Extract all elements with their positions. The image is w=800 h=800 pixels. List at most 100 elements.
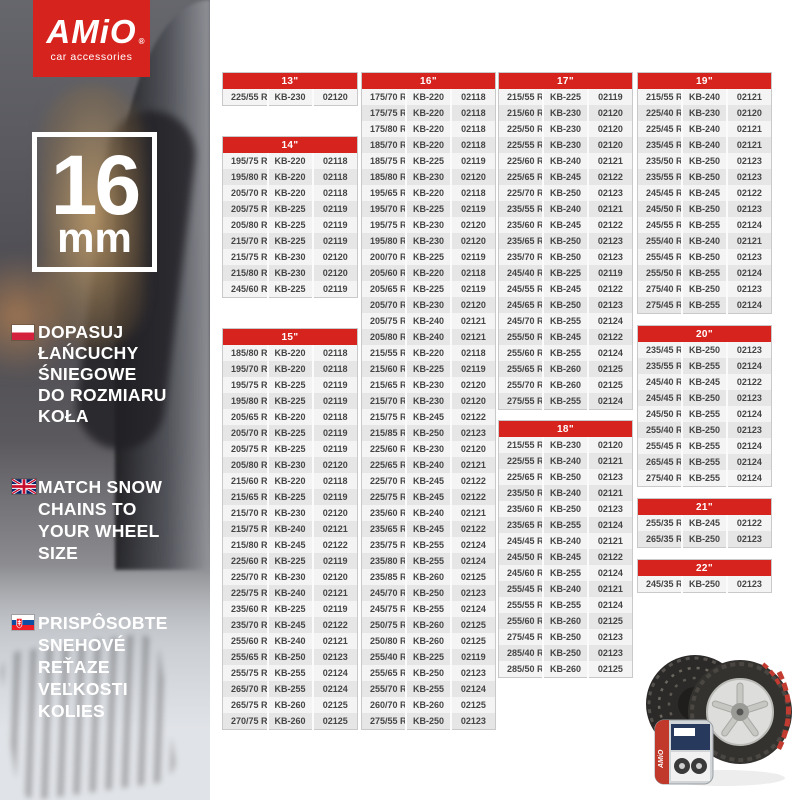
kb-code-cell: KB-250	[542, 249, 588, 265]
index-cell: 02124	[586, 565, 633, 581]
index-cell: 02123	[725, 169, 772, 185]
kb-code-cell: KB-225	[266, 601, 313, 617]
tire-size-cell: 275/40 R19	[637, 281, 683, 297]
tire-size-cell: 185/80 R16	[361, 169, 407, 185]
kb-code-cell: KB-255	[681, 358, 727, 374]
tire-size-cell: 275/45 R18	[498, 629, 544, 645]
index-cell: 02120	[586, 437, 633, 453]
message-line: DOPASUJ	[38, 322, 124, 342]
tire-size-cell: 205/80 R14	[222, 217, 268, 233]
table-title: 16"	[361, 72, 496, 89]
kb-code-cell: KB-260	[542, 661, 588, 678]
kb-code-cell: KB-260	[542, 613, 588, 629]
index-cell: 02124	[449, 601, 496, 617]
message-line: KOŁA	[38, 406, 89, 426]
tire-size-cell: 215/85 R16	[361, 425, 407, 441]
index-cell: 02119	[311, 425, 358, 441]
tire-size-cell: 285/40 R18	[498, 645, 544, 661]
kb-code-cell: KB-225	[266, 489, 313, 505]
kb-code-cell: KB-220	[266, 185, 313, 201]
brand-name-text: AMiO	[46, 12, 137, 50]
tire-size-cell: 215/60 R16	[361, 361, 407, 377]
tire-size-cell: 245/70 R16	[361, 585, 407, 601]
kb-code-cell: KB-255	[405, 553, 451, 569]
kb-code-cell: KB-225	[405, 153, 451, 169]
kb-code-cell: KB-245	[542, 549, 588, 565]
tire-size-cell: 225/70 R15	[222, 569, 268, 585]
kb-code-cell: KB-240	[681, 137, 727, 153]
table-title: 13"	[222, 72, 358, 89]
kb-code-cell: KB-250	[681, 281, 727, 297]
table-title: 18"	[498, 420, 633, 437]
kb-code-cell: KB-225	[266, 425, 313, 441]
kb-code-cell: KB-220	[266, 153, 313, 169]
kb-code-cell: KB-225	[266, 377, 313, 393]
kb-code-cell: KB-240	[266, 521, 313, 537]
tire-size-cell: 235/55 R19	[637, 169, 683, 185]
tire-size-cell: 255/40 R16	[361, 649, 407, 665]
tire-size-cell: 250/80 R16	[361, 633, 407, 649]
tire-size-cell: 255/45 R20	[637, 438, 683, 454]
kb-code-cell: KB-240	[405, 505, 451, 521]
table-title: 17"	[498, 72, 633, 89]
kb-code-cell: KB-225	[405, 201, 451, 217]
kb-code-cell: KB-255	[542, 517, 588, 533]
message-line: VEĽKOSTI	[38, 679, 128, 699]
tire-size-cell: 225/50 R17	[498, 121, 544, 137]
tire-size-cell: 255/70 R16	[361, 681, 407, 697]
tire-size-cell: 255/45 R19	[637, 249, 683, 265]
index-cell: 02122	[449, 409, 496, 425]
kb-code-cell: KB-230	[405, 169, 451, 185]
index-cell: 02123	[586, 629, 633, 645]
kb-code-cell: KB-225	[266, 393, 313, 409]
index-cell: 02119	[311, 393, 358, 409]
kb-code-cell: KB-240	[681, 121, 727, 137]
kb-code-cell: KB-220	[405, 105, 451, 121]
message-line: ŁAŃCUCHY	[38, 343, 139, 363]
kb-code-cell: KB-255	[681, 438, 727, 454]
tire-size-cell: 265/45 R20	[637, 454, 683, 470]
index-cell: 02118	[449, 185, 496, 201]
tire-size-cell: 195/80 R14	[222, 169, 268, 185]
kb-code-cell: KB-250	[542, 645, 588, 661]
index-cell: 02120	[311, 457, 358, 473]
tire-size-cell: 225/65 R16	[361, 457, 407, 473]
kb-code-cell: KB-220	[266, 361, 313, 377]
index-cell: 02122	[586, 281, 633, 297]
tire-size-cell: 225/60 R17	[498, 153, 544, 169]
tire-size-cell: 225/65 R18	[498, 469, 544, 485]
tire-size-cell: 255/60 R18	[498, 613, 544, 629]
tire-size-cell: 275/55 R16	[361, 713, 407, 730]
kb-code-cell: KB-230	[266, 89, 313, 106]
